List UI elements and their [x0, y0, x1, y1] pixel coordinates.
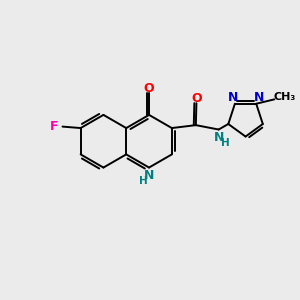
Text: H: H	[139, 176, 148, 186]
Text: H: H	[221, 138, 230, 148]
Text: N: N	[228, 91, 239, 104]
Text: N: N	[144, 169, 154, 182]
Text: O: O	[191, 92, 202, 105]
Text: N: N	[254, 91, 264, 104]
Text: N: N	[214, 131, 225, 144]
Text: CH₃: CH₃	[274, 92, 296, 102]
Text: F: F	[50, 119, 58, 133]
Text: O: O	[144, 82, 154, 95]
